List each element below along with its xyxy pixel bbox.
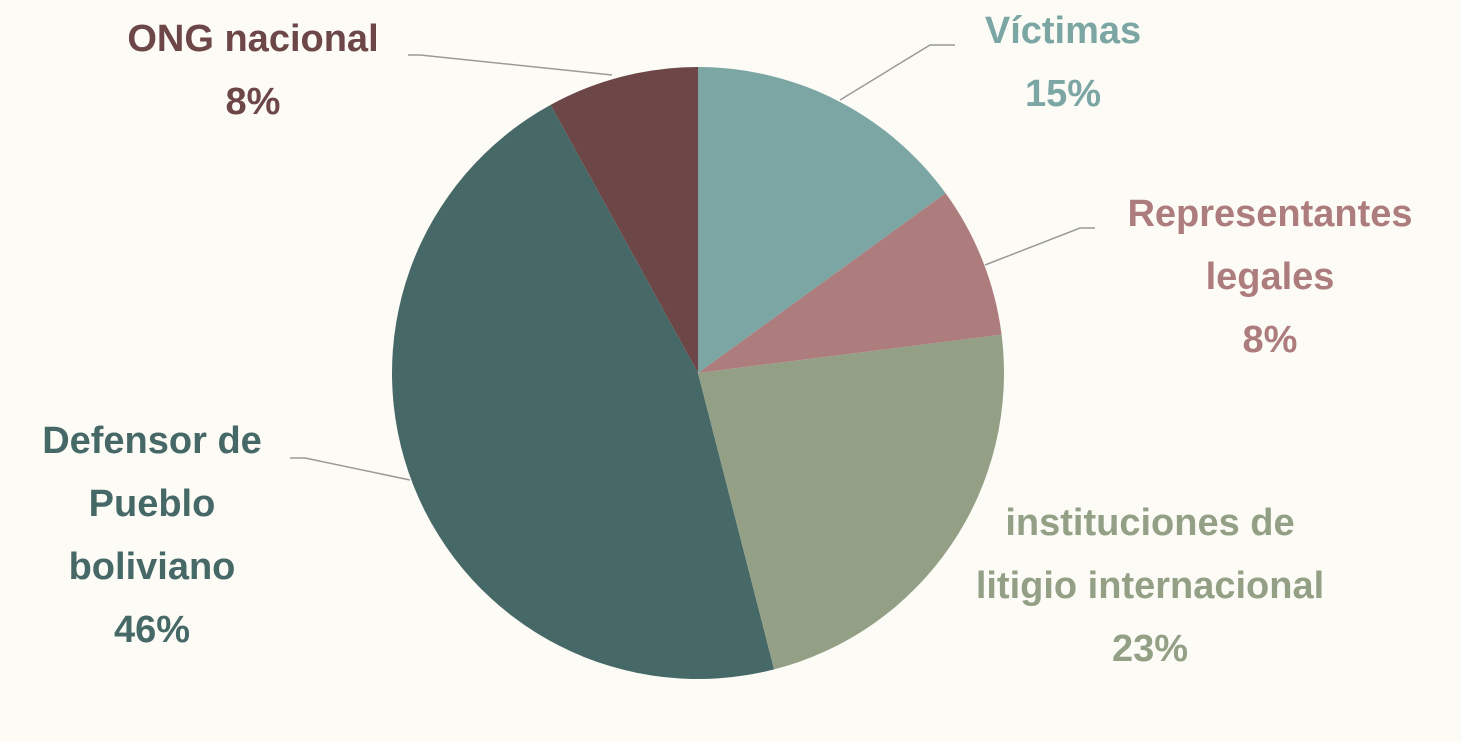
value-label: 46%: [113, 609, 191, 651]
category-label: Víctimas: [984, 10, 1142, 52]
slice-label: instituciones de litigio internacional 23…: [960, 492, 1340, 681]
pie-slice: [698, 334, 1004, 670]
slice-label: Víctimas 15%: [883, 0, 1243, 126]
leader-line: [984, 227, 1095, 266]
slice-label: Representantes legales 8%: [1090, 183, 1450, 372]
pie-slice: [698, 193, 1002, 373]
slice-label: ONG nacional 8%: [73, 8, 433, 134]
pie-slice: [392, 104, 775, 680]
category-label: Defensor de Pueblo boliviano: [42, 420, 262, 588]
leader-lines: [290, 44, 1095, 481]
leader-line: [408, 54, 613, 76]
category-label: ONG nacional: [127, 18, 379, 60]
slice-label: Defensor de Pueblo boliviano 46%: [7, 410, 297, 662]
category-label: instituciones de litigio internacional: [975, 502, 1325, 607]
value-label: 23%: [1111, 628, 1189, 670]
category-label: Representantes legales: [1127, 193, 1413, 298]
value-label: 15%: [1024, 73, 1102, 115]
value-label: 8%: [1242, 319, 1298, 361]
value-label: 8%: [225, 81, 281, 123]
leader-line: [839, 44, 955, 101]
leader-line: [290, 457, 411, 481]
pie-slice: [698, 67, 946, 373]
pie-slice: [550, 67, 698, 373]
